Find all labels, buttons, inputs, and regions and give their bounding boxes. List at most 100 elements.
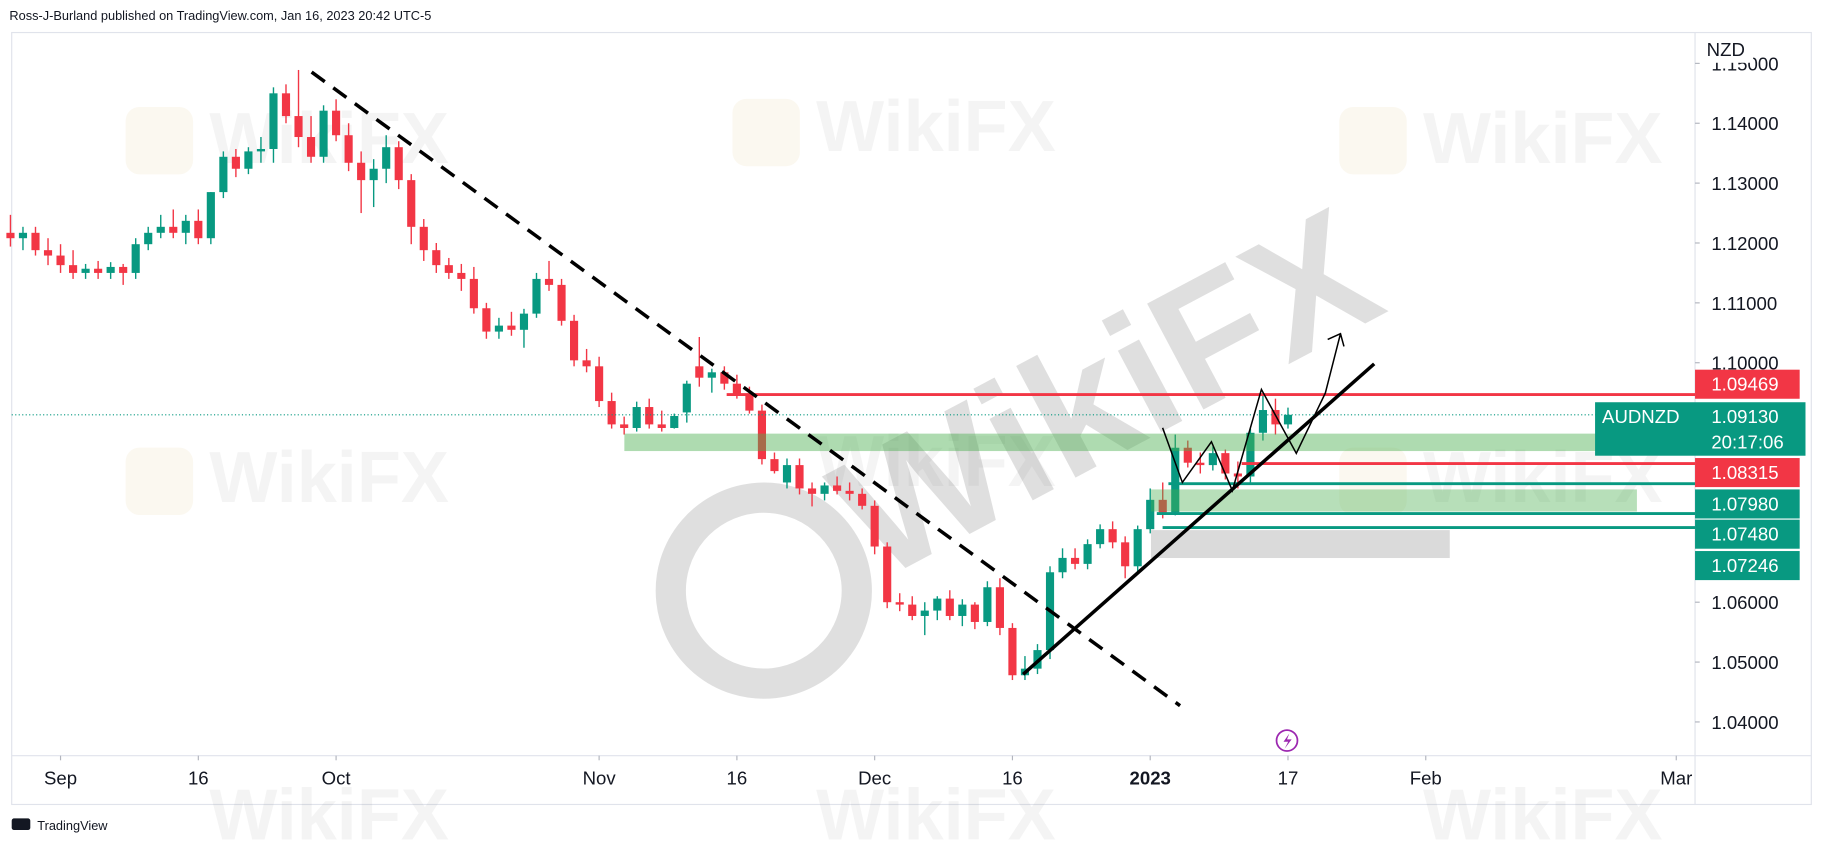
x-tick-label: 17 — [1278, 768, 1299, 789]
candle-body — [156, 226, 165, 233]
candle-body — [645, 407, 654, 425]
y-tick-label: 1.10000 — [1711, 353, 1778, 374]
gray-zone — [1150, 530, 1450, 559]
candle-body — [1258, 410, 1268, 433]
candle-body — [732, 383, 741, 396]
candle-body — [1008, 627, 1017, 676]
y-tick-label: 1.13000 — [1711, 173, 1778, 194]
candle-body — [306, 137, 316, 157]
candle-body — [1246, 432, 1255, 477]
x-tick-label: 16 — [1002, 768, 1023, 789]
candle-body — [1271, 410, 1280, 425]
watermark: WikiFX — [816, 87, 1056, 167]
candle-body — [870, 505, 879, 547]
candle-body — [707, 372, 716, 378]
candle-body — [482, 308, 491, 332]
projection-arrowhead — [1327, 332, 1345, 347]
candle-body — [1070, 557, 1080, 564]
symbol-label: AUDNZD — [1602, 406, 1679, 427]
candle-body — [519, 313, 529, 330]
candle-body — [194, 220, 203, 239]
candle-body — [231, 156, 240, 169]
countdown-label: 20:17:06 — [1711, 432, 1783, 453]
candle-body — [933, 598, 942, 611]
candle-body — [1158, 499, 1167, 513]
candle-body — [858, 493, 867, 506]
candle-body — [745, 395, 754, 411]
candle-body — [883, 546, 892, 603]
x-tick-label: Dec — [858, 768, 891, 789]
currency-label: NZD — [1707, 39, 1745, 60]
y-tick-label: 1.06000 — [1711, 592, 1778, 613]
candle-body — [582, 360, 591, 367]
candle-body — [532, 278, 541, 314]
candle-body — [607, 401, 616, 425]
candle-body — [807, 488, 817, 494]
candle-body — [620, 424, 629, 428]
x-tick-label: 16 — [727, 768, 748, 789]
level-label: 1.07980 — [1711, 493, 1778, 514]
demand-zone — [1150, 489, 1637, 512]
candle-body — [720, 372, 729, 384]
candle-body — [995, 587, 1004, 628]
watermark: WikiFX — [209, 775, 449, 844]
candle-body — [457, 272, 466, 279]
candle-body — [820, 485, 829, 494]
event-icon[interactable] — [1275, 729, 1299, 752]
candle-body — [1171, 447, 1180, 513]
candle-body — [682, 383, 691, 413]
x-tick-label: 2023 — [1130, 768, 1171, 789]
level-label-box — [1695, 369, 1800, 399]
currency-backdrop — [1699, 34, 1754, 63]
candle-body — [920, 610, 929, 616]
center-watermark-logo — [655, 482, 872, 699]
watermark: WikiFX — [816, 422, 1056, 502]
candle-body — [569, 320, 579, 361]
candle-body — [407, 180, 416, 227]
candle-body — [269, 93, 278, 149]
candle-body — [332, 110, 341, 136]
x-tick-label: Mar — [1660, 768, 1692, 789]
level-label-box — [1695, 519, 1800, 549]
watermark-logo — [125, 106, 194, 175]
x-tick-label: Sep — [44, 768, 77, 789]
candle-body — [281, 93, 291, 117]
x-tick-label: 16 — [188, 768, 209, 789]
candle-body — [1083, 544, 1092, 564]
candle-body — [181, 220, 190, 233]
projection-path — [1161, 333, 1342, 493]
candle-body — [657, 424, 666, 428]
candle-body — [1146, 499, 1155, 530]
candle-body — [357, 162, 366, 181]
candle-body — [394, 147, 403, 181]
candle-body — [1096, 529, 1105, 545]
candle-body — [69, 265, 78, 273]
candle-body — [544, 278, 554, 285]
candle-body — [1283, 414, 1293, 425]
candle-body — [31, 232, 40, 251]
candle-body — [43, 250, 53, 256]
candle-body — [432, 250, 441, 266]
candle-body — [983, 587, 992, 622]
candle-body — [256, 148, 266, 152]
drawings — [310, 70, 1696, 752]
candle-body — [244, 151, 253, 169]
watermark-logo — [1339, 106, 1407, 175]
level-label-box — [1695, 458, 1800, 488]
candle-body — [1233, 473, 1242, 477]
downtrend-line — [310, 70, 1182, 708]
candle-body — [106, 266, 115, 273]
event-icon-bolt — [1283, 733, 1292, 749]
x-tick-label: Feb — [1410, 768, 1442, 789]
y-tick-label: 1.12000 — [1711, 233, 1778, 254]
candle-body — [319, 110, 328, 157]
y-tick-label: 1.14000 — [1711, 113, 1778, 134]
y-tick-label: 1.05000 — [1711, 652, 1778, 673]
branding-logo — [11, 818, 31, 831]
watermark: WikiFX — [209, 438, 449, 518]
level-label: 1.08315 — [1711, 462, 1778, 483]
candle-body — [945, 598, 954, 616]
candle-body — [6, 232, 15, 239]
